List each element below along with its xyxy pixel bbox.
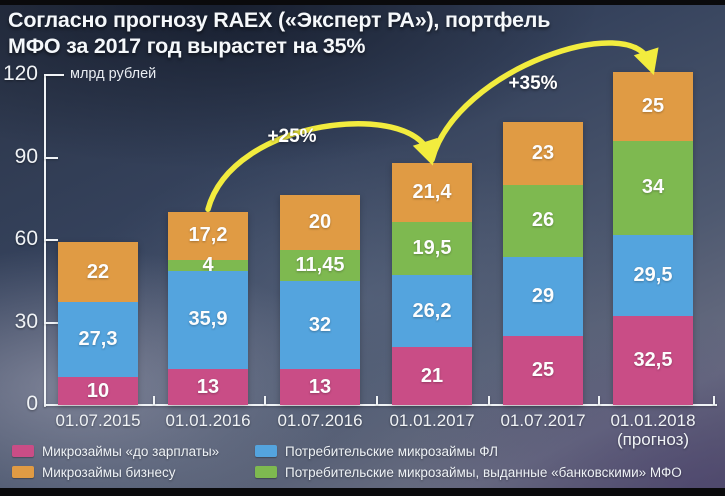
- bar-value-label: 26,2: [412, 299, 452, 322]
- legend-swatch: [255, 445, 277, 457]
- bar-segment: 26: [503, 185, 583, 257]
- bar-value-label: 13: [196, 375, 220, 398]
- x-axis-sublabel: (прогноз): [616, 430, 690, 449]
- bar-segment: 22: [58, 241, 138, 303]
- x-axis-label: 01.01.2016: [165, 411, 251, 430]
- x-axis-label: 01.07.2015: [55, 411, 141, 430]
- bar: 25 34 29,5 32,5: [613, 72, 693, 405]
- bar-value-label: 27,3: [78, 328, 118, 351]
- legend: Микрозаймы «до зарплаты» Потребительские …: [12, 443, 682, 480]
- bar-value-label: 4: [202, 253, 214, 276]
- bar-segment: 29: [503, 256, 583, 337]
- chart-title: Согласно прогнозу RAEX («Эксперт РА»), п…: [8, 7, 550, 59]
- y-axis-tick-label: 90: [14, 144, 38, 168]
- x-axis-tick: [153, 396, 155, 405]
- bar-value-label: 22: [86, 260, 110, 283]
- chart-title-line1: Согласно прогнозу RAEX («Эксперт РА»), п…: [8, 8, 551, 32]
- bar-value-label: 10: [86, 379, 110, 402]
- bar-segment: 32,5: [613, 315, 693, 405]
- bar: 21,4 19,5 26,2 21: [392, 162, 472, 405]
- bar-segment: 13: [168, 369, 248, 405]
- bar-value-label: 34: [641, 176, 665, 199]
- bar-value-label: 20: [308, 210, 332, 233]
- x-axis-tick: [264, 396, 266, 405]
- x-axis-tick: [376, 396, 378, 405]
- bar-value-label: 26: [531, 209, 555, 232]
- legend-label: Потребительские микрозаймы ФЛ: [285, 443, 498, 459]
- y-axis-tick: [44, 321, 58, 324]
- bar-segment: 10: [58, 377, 138, 405]
- bar-segment: 23: [503, 121, 583, 185]
- bar-value-label: 17,2: [188, 224, 228, 247]
- bar-value-label: 13: [308, 375, 332, 398]
- legend-swatch: [12, 466, 34, 478]
- bar-segment: 29,5: [613, 234, 693, 316]
- legend-swatch: [12, 445, 34, 457]
- bar-segment: 25: [613, 72, 693, 141]
- x-axis-tick: [487, 396, 490, 405]
- top-black-strip: [0, 0, 725, 5]
- bar-segment: 26,2: [392, 275, 472, 348]
- bar-value-label: 25: [531, 359, 555, 382]
- bar-segment: 4: [168, 254, 248, 276]
- legend-item: Микрозаймы «до зарплаты»: [12, 443, 255, 459]
- bottom-black-strip: [0, 488, 725, 496]
- y-axis-tick-label: 120: [2, 62, 38, 85]
- x-axis-label: 01.07.2016: [277, 411, 363, 430]
- bar-value-label: 35,9: [188, 308, 228, 331]
- bar-value-label: 25: [641, 95, 665, 118]
- bar: 17,2 4 35,9 13: [168, 212, 248, 405]
- bar: 20 11,45 32 13: [280, 194, 360, 405]
- bar-segment: 34: [613, 141, 693, 235]
- y-axis-unit-label: млрд рублей: [70, 66, 157, 82]
- y-axis-tick: [44, 156, 58, 159]
- bar-segment: 19,5: [392, 221, 472, 276]
- bar-value-label: 21: [420, 364, 444, 387]
- x-axis-line: [44, 404, 717, 406]
- y-axis-tick-label: 60: [14, 227, 38, 250]
- legend-item: Потребительские микрозаймы ФЛ: [255, 443, 682, 459]
- bar-value-label: 29: [531, 284, 555, 307]
- legend-item: Потребительские микрозаймы, выданные «ба…: [255, 464, 682, 480]
- y-axis-tick-label: 30: [14, 309, 38, 333]
- chart-title-line2: МФО за 2017 год вырастет на 35%: [8, 34, 366, 58]
- x-axis-tick: [713, 396, 715, 405]
- bar-value-label: 19,5: [412, 236, 452, 259]
- bar-segment: 25: [503, 336, 583, 405]
- legend-label: Потребительские микрозаймы, выданные «ба…: [285, 464, 682, 480]
- bar-value-label: 32: [308, 313, 332, 336]
- bar-segment: 20: [280, 194, 360, 250]
- bar: 22 27,3 10: [58, 241, 138, 405]
- bar-value-label: 29,5: [633, 263, 673, 286]
- bar: 23 26 29 25: [503, 121, 583, 405]
- x-axis-label: 01.01.2017: [389, 411, 475, 430]
- bar-segment: 21,4: [392, 162, 472, 222]
- legend-label: Микрозаймы «до зарплаты»: [42, 443, 220, 459]
- legend-item: Микрозаймы бизнесу: [12, 464, 255, 480]
- bar-segment: 17,2: [168, 212, 248, 260]
- bar-value-label: 32,5: [633, 348, 673, 371]
- bar-value-label: 23: [531, 141, 555, 164]
- y-axis-tick: [44, 74, 64, 76]
- bar-segment: 32: [280, 281, 360, 370]
- legend-swatch: [255, 466, 277, 478]
- bar-value-label: 21,4: [412, 180, 452, 203]
- bar-segment: 11,45: [280, 249, 360, 282]
- y-axis-tick-label: 0: [26, 392, 38, 415]
- x-axis-label: 01.07.2017: [500, 411, 586, 430]
- bar-segment: 21: [392, 347, 472, 405]
- growth-annotation-35: +35%: [508, 73, 558, 94]
- x-axis-tick: [598, 396, 600, 405]
- growth-annotation-25: +25%: [267, 126, 317, 147]
- y-axis-tick: [44, 239, 58, 241]
- legend-label: Микрозаймы бизнесу: [42, 464, 176, 480]
- x-axis-label: 01.01.2018 (прогноз): [593, 411, 713, 449]
- bar-segment: 27,3: [58, 302, 138, 378]
- bar-value-label: 11,45: [295, 253, 345, 276]
- bar-segment: 13: [280, 369, 360, 405]
- bar-segment: 35,9: [168, 270, 248, 370]
